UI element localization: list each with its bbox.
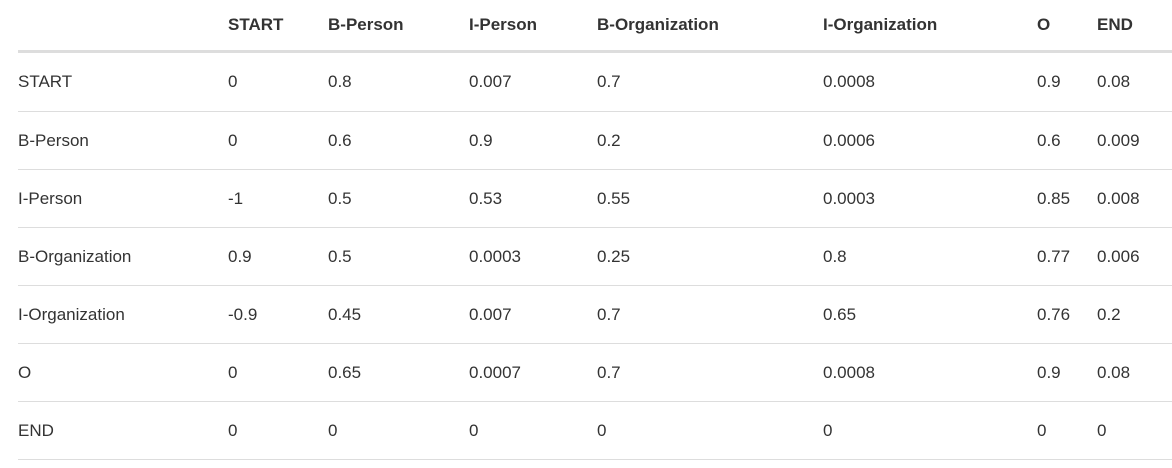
table-row: B-Person 0 0.6 0.9 0.2 0.0006 0.6 0.009 [18, 111, 1172, 170]
table-cell: 0.6 [1037, 111, 1097, 170]
corner-header-cell [18, 0, 228, 53]
table-cell: 0.007 [469, 51, 597, 112]
table-cell: 0 [228, 51, 328, 112]
table-cell: 0.5 [328, 227, 469, 286]
table-cell: 0.77 [1037, 227, 1097, 286]
table-cell: 0.85 [1037, 169, 1097, 228]
table-row: I-Person -1 0.5 0.53 0.55 0.0003 0.85 0.… [18, 169, 1172, 228]
column-header-b-person: B-Person [328, 0, 469, 53]
row-header-cell: B-Organization [18, 227, 228, 286]
table-cell: 0.008 [1097, 169, 1172, 228]
table-cell: -0.9 [228, 285, 328, 344]
table-cell: 0.08 [1097, 343, 1172, 402]
table-row: START 0 0.8 0.007 0.7 0.0008 0.9 0.08 [18, 51, 1172, 112]
table-cell: 0.9 [469, 111, 597, 170]
table-cell: 0 [597, 401, 823, 460]
table-cell: 0.0006 [823, 111, 1037, 170]
row-header-cell: I-Organization [18, 285, 228, 344]
table-cell: 0 [1097, 401, 1172, 460]
row-header-cell: I-Person [18, 169, 228, 228]
table-cell: 0 [1037, 401, 1097, 460]
column-header-b-organization: B-Organization [597, 0, 823, 53]
table-row: O 0 0.65 0.0007 0.7 0.0008 0.9 0.08 [18, 343, 1172, 402]
table-cell: 0.7 [597, 51, 823, 112]
table-cell: 0.08 [1097, 51, 1172, 112]
table-cell: 0.55 [597, 169, 823, 228]
column-header-start: START [228, 0, 328, 53]
table-cell: 0.65 [823, 285, 1037, 344]
table-row: I-Organization -0.9 0.45 0.007 0.7 0.65 … [18, 285, 1172, 344]
table-cell: 0.0008 [823, 51, 1037, 112]
table-cell: 0.6 [328, 111, 469, 170]
table-cell: 0.53 [469, 169, 597, 228]
table-cell: 0.2 [597, 111, 823, 170]
table-cell: 0 [228, 111, 328, 170]
table-cell: 0.65 [328, 343, 469, 402]
table-cell: 0.0008 [823, 343, 1037, 402]
table-cell: 0.9 [1037, 51, 1097, 112]
transition-matrix-table: START B-Person I-Person B-Organization I… [18, 0, 1172, 460]
table-cell: 0.8 [823, 227, 1037, 286]
transition-table-container: START B-Person I-Person B-Organization I… [18, 0, 1172, 460]
table-cell: 0 [228, 401, 328, 460]
row-header-cell: END [18, 401, 228, 460]
row-header-cell: O [18, 343, 228, 402]
column-header-o: O [1037, 0, 1097, 53]
table-cell: 0.006 [1097, 227, 1172, 286]
table-cell: 0.76 [1037, 285, 1097, 344]
table-cell: 0.8 [328, 51, 469, 112]
table-cell: 0.7 [597, 343, 823, 402]
table-header-row: START B-Person I-Person B-Organization I… [18, 0, 1172, 53]
table-cell: 0.7 [597, 285, 823, 344]
table-cell: 0.0003 [823, 169, 1037, 228]
column-header-i-person: I-Person [469, 0, 597, 53]
table-cell: 0.5 [328, 169, 469, 228]
table-cell: 0.0007 [469, 343, 597, 402]
table-row: END 0 0 0 0 0 0 0 [18, 401, 1172, 460]
table-cell: 0 [469, 401, 597, 460]
table-cell: -1 [228, 169, 328, 228]
table-cell: 0 [328, 401, 469, 460]
table-cell: 0 [228, 343, 328, 402]
table-cell: 0.45 [328, 285, 469, 344]
table-row: B-Organization 0.9 0.5 0.0003 0.25 0.8 0… [18, 227, 1172, 286]
table-cell: 0.9 [1037, 343, 1097, 402]
table-cell: 0.007 [469, 285, 597, 344]
row-header-cell: B-Person [18, 111, 228, 170]
table-cell: 0.2 [1097, 285, 1172, 344]
table-cell: 0.0003 [469, 227, 597, 286]
table-cell: 0.9 [228, 227, 328, 286]
table-cell: 0.009 [1097, 111, 1172, 170]
column-header-end: END [1097, 0, 1172, 53]
table-cell: 0.25 [597, 227, 823, 286]
row-header-cell: START [18, 51, 228, 112]
column-header-i-organization: I-Organization [823, 0, 1037, 53]
table-cell: 0 [823, 401, 1037, 460]
